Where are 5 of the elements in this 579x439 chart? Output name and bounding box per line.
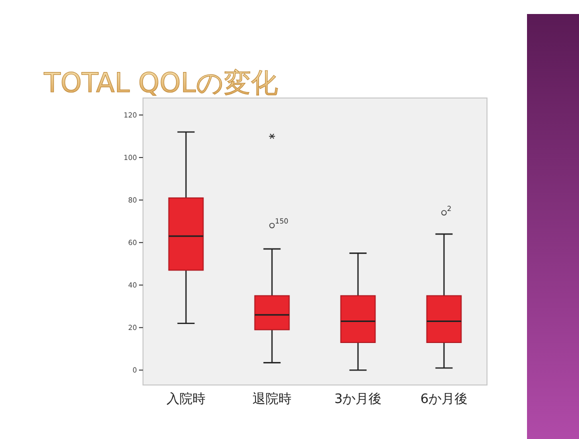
x-tick-label: 6か月後 [420,392,468,407]
x-tick-label: 入院時 [166,392,206,407]
x-tick-label: 退院時 [252,392,292,407]
x-tick-label: 3か月後 [334,392,382,407]
chart-title: TOTAL QOLの変化 [43,68,278,99]
